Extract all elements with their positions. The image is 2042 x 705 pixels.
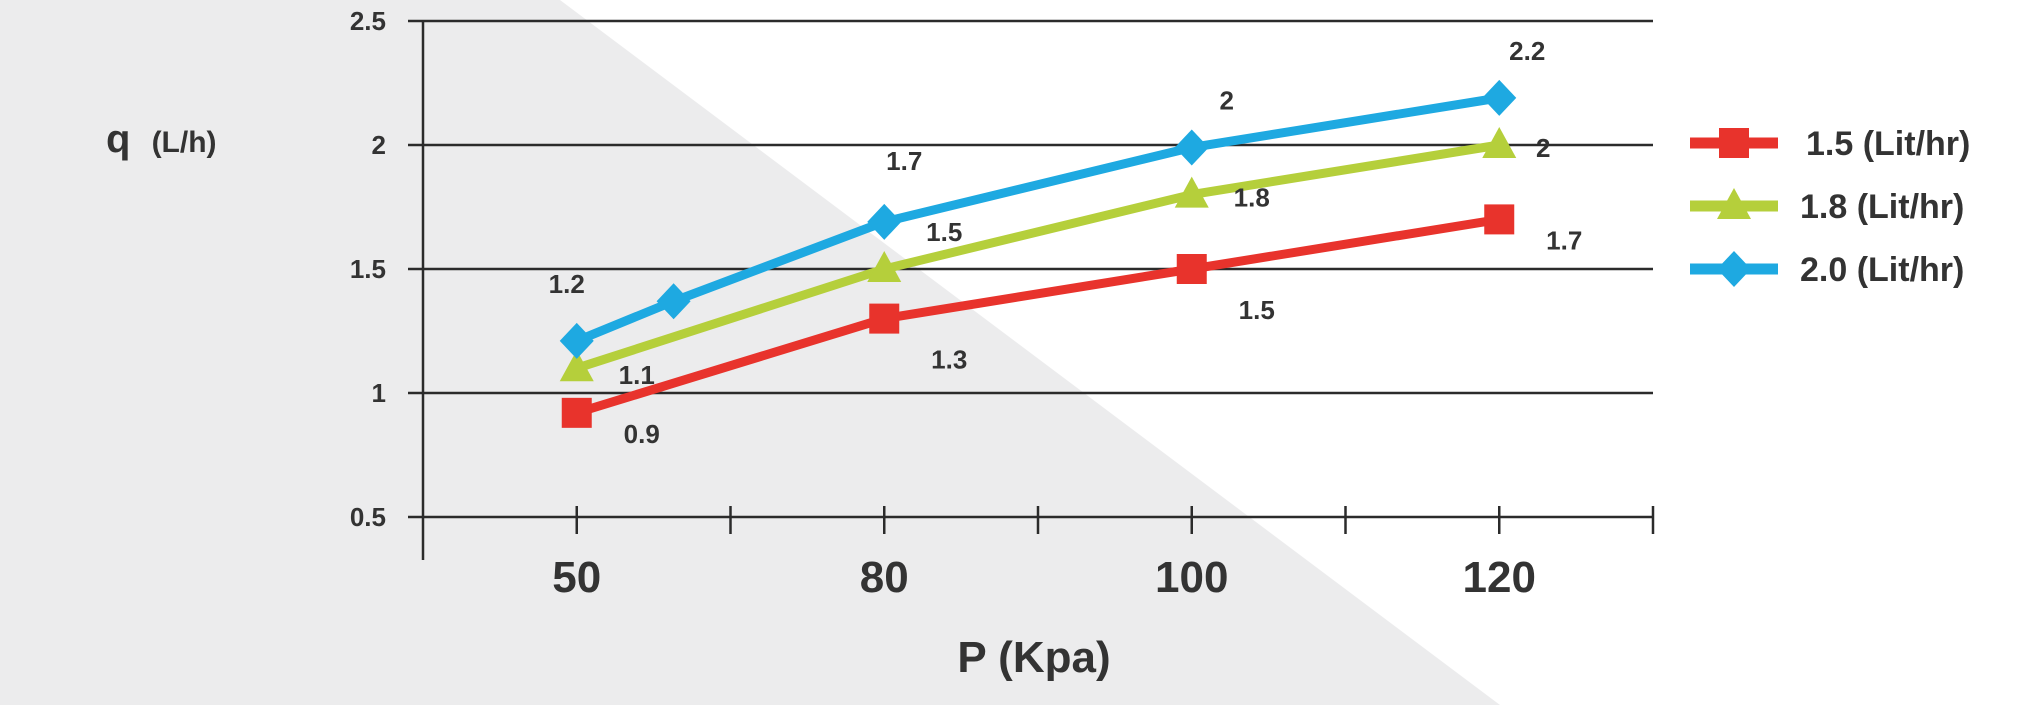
data-label: 1.7 bbox=[1546, 225, 1582, 255]
series-line bbox=[572, 214, 1504, 418]
triangle-marker bbox=[1482, 127, 1517, 158]
legend-label: 1.5 (Lit/hr) bbox=[1806, 125, 1970, 163]
y-tick-label: 1 bbox=[372, 378, 386, 408]
data-label: 1.8 bbox=[1234, 183, 1270, 213]
y-axis-title-main: q bbox=[106, 117, 130, 161]
y-axis-title: q (L/h) bbox=[106, 117, 217, 161]
triangle-marker bbox=[1717, 188, 1751, 219]
data-label: 2 bbox=[1536, 133, 1550, 163]
x-axis-title: P (Kpa) bbox=[957, 633, 1110, 682]
x-tick-label: 80 bbox=[860, 553, 909, 602]
data-labels: 0.9 1.3 1.5 1.7 1.1 1.5 1.8 2 1.2 1.7 2 2.2 bbox=[549, 36, 1583, 449]
legend-label: 2.0 (Lit/hr) bbox=[1800, 251, 1964, 289]
data-label: 1.1 bbox=[619, 360, 655, 390]
series-line bbox=[572, 140, 1504, 373]
data-label: 1.7 bbox=[886, 146, 922, 176]
diamond-marker bbox=[1482, 79, 1517, 116]
triangle-marker bbox=[1174, 176, 1209, 208]
triangle-marker bbox=[559, 350, 594, 382]
legend: 1.5 (Lit/hr) 1.8 (Lit/hr) 2.0 (Lit/hr) bbox=[1690, 125, 1970, 289]
data-label: 2.2 bbox=[1509, 36, 1545, 66]
y-tick-label: 2 bbox=[372, 130, 386, 160]
data-label: 1.5 bbox=[1239, 295, 1275, 325]
data-label: 2 bbox=[1220, 85, 1234, 115]
data-label: 1.5 bbox=[926, 217, 962, 247]
data-label: 0.9 bbox=[624, 419, 660, 449]
triangle-marker bbox=[867, 251, 902, 282]
square-marker bbox=[561, 397, 592, 428]
axes: 0.5 1 1.5 2 2.5 50 80 100 120 bbox=[350, 6, 1655, 602]
y-axis-title-unit: (L/h) bbox=[152, 126, 217, 159]
x-tick-label: 100 bbox=[1155, 553, 1228, 602]
x-tick-label: 50 bbox=[552, 553, 601, 602]
diamond-marker bbox=[656, 283, 691, 320]
legend-label: 1.8 (Lit/hr) bbox=[1800, 188, 1964, 226]
y-tick-label: 1.5 bbox=[350, 254, 386, 284]
background-wedge bbox=[0, 0, 1500, 705]
square-marker bbox=[1484, 204, 1515, 235]
diamond-marker bbox=[1717, 251, 1751, 287]
y-tick-label: 0.5 bbox=[350, 502, 386, 532]
x-tick-label: 120 bbox=[1463, 553, 1536, 602]
data-label: 1.3 bbox=[931, 345, 967, 375]
data-label: 1.2 bbox=[549, 269, 585, 299]
series-group bbox=[559, 79, 1517, 428]
diamond-marker bbox=[867, 203, 902, 240]
diamond-marker bbox=[559, 322, 594, 359]
diamond-marker bbox=[1174, 129, 1209, 166]
square-marker bbox=[1176, 254, 1207, 284]
square-marker bbox=[869, 303, 900, 334]
square-marker bbox=[1719, 128, 1749, 158]
y-tick-label: 2.5 bbox=[350, 6, 386, 36]
gridlines bbox=[408, 19, 1653, 519]
